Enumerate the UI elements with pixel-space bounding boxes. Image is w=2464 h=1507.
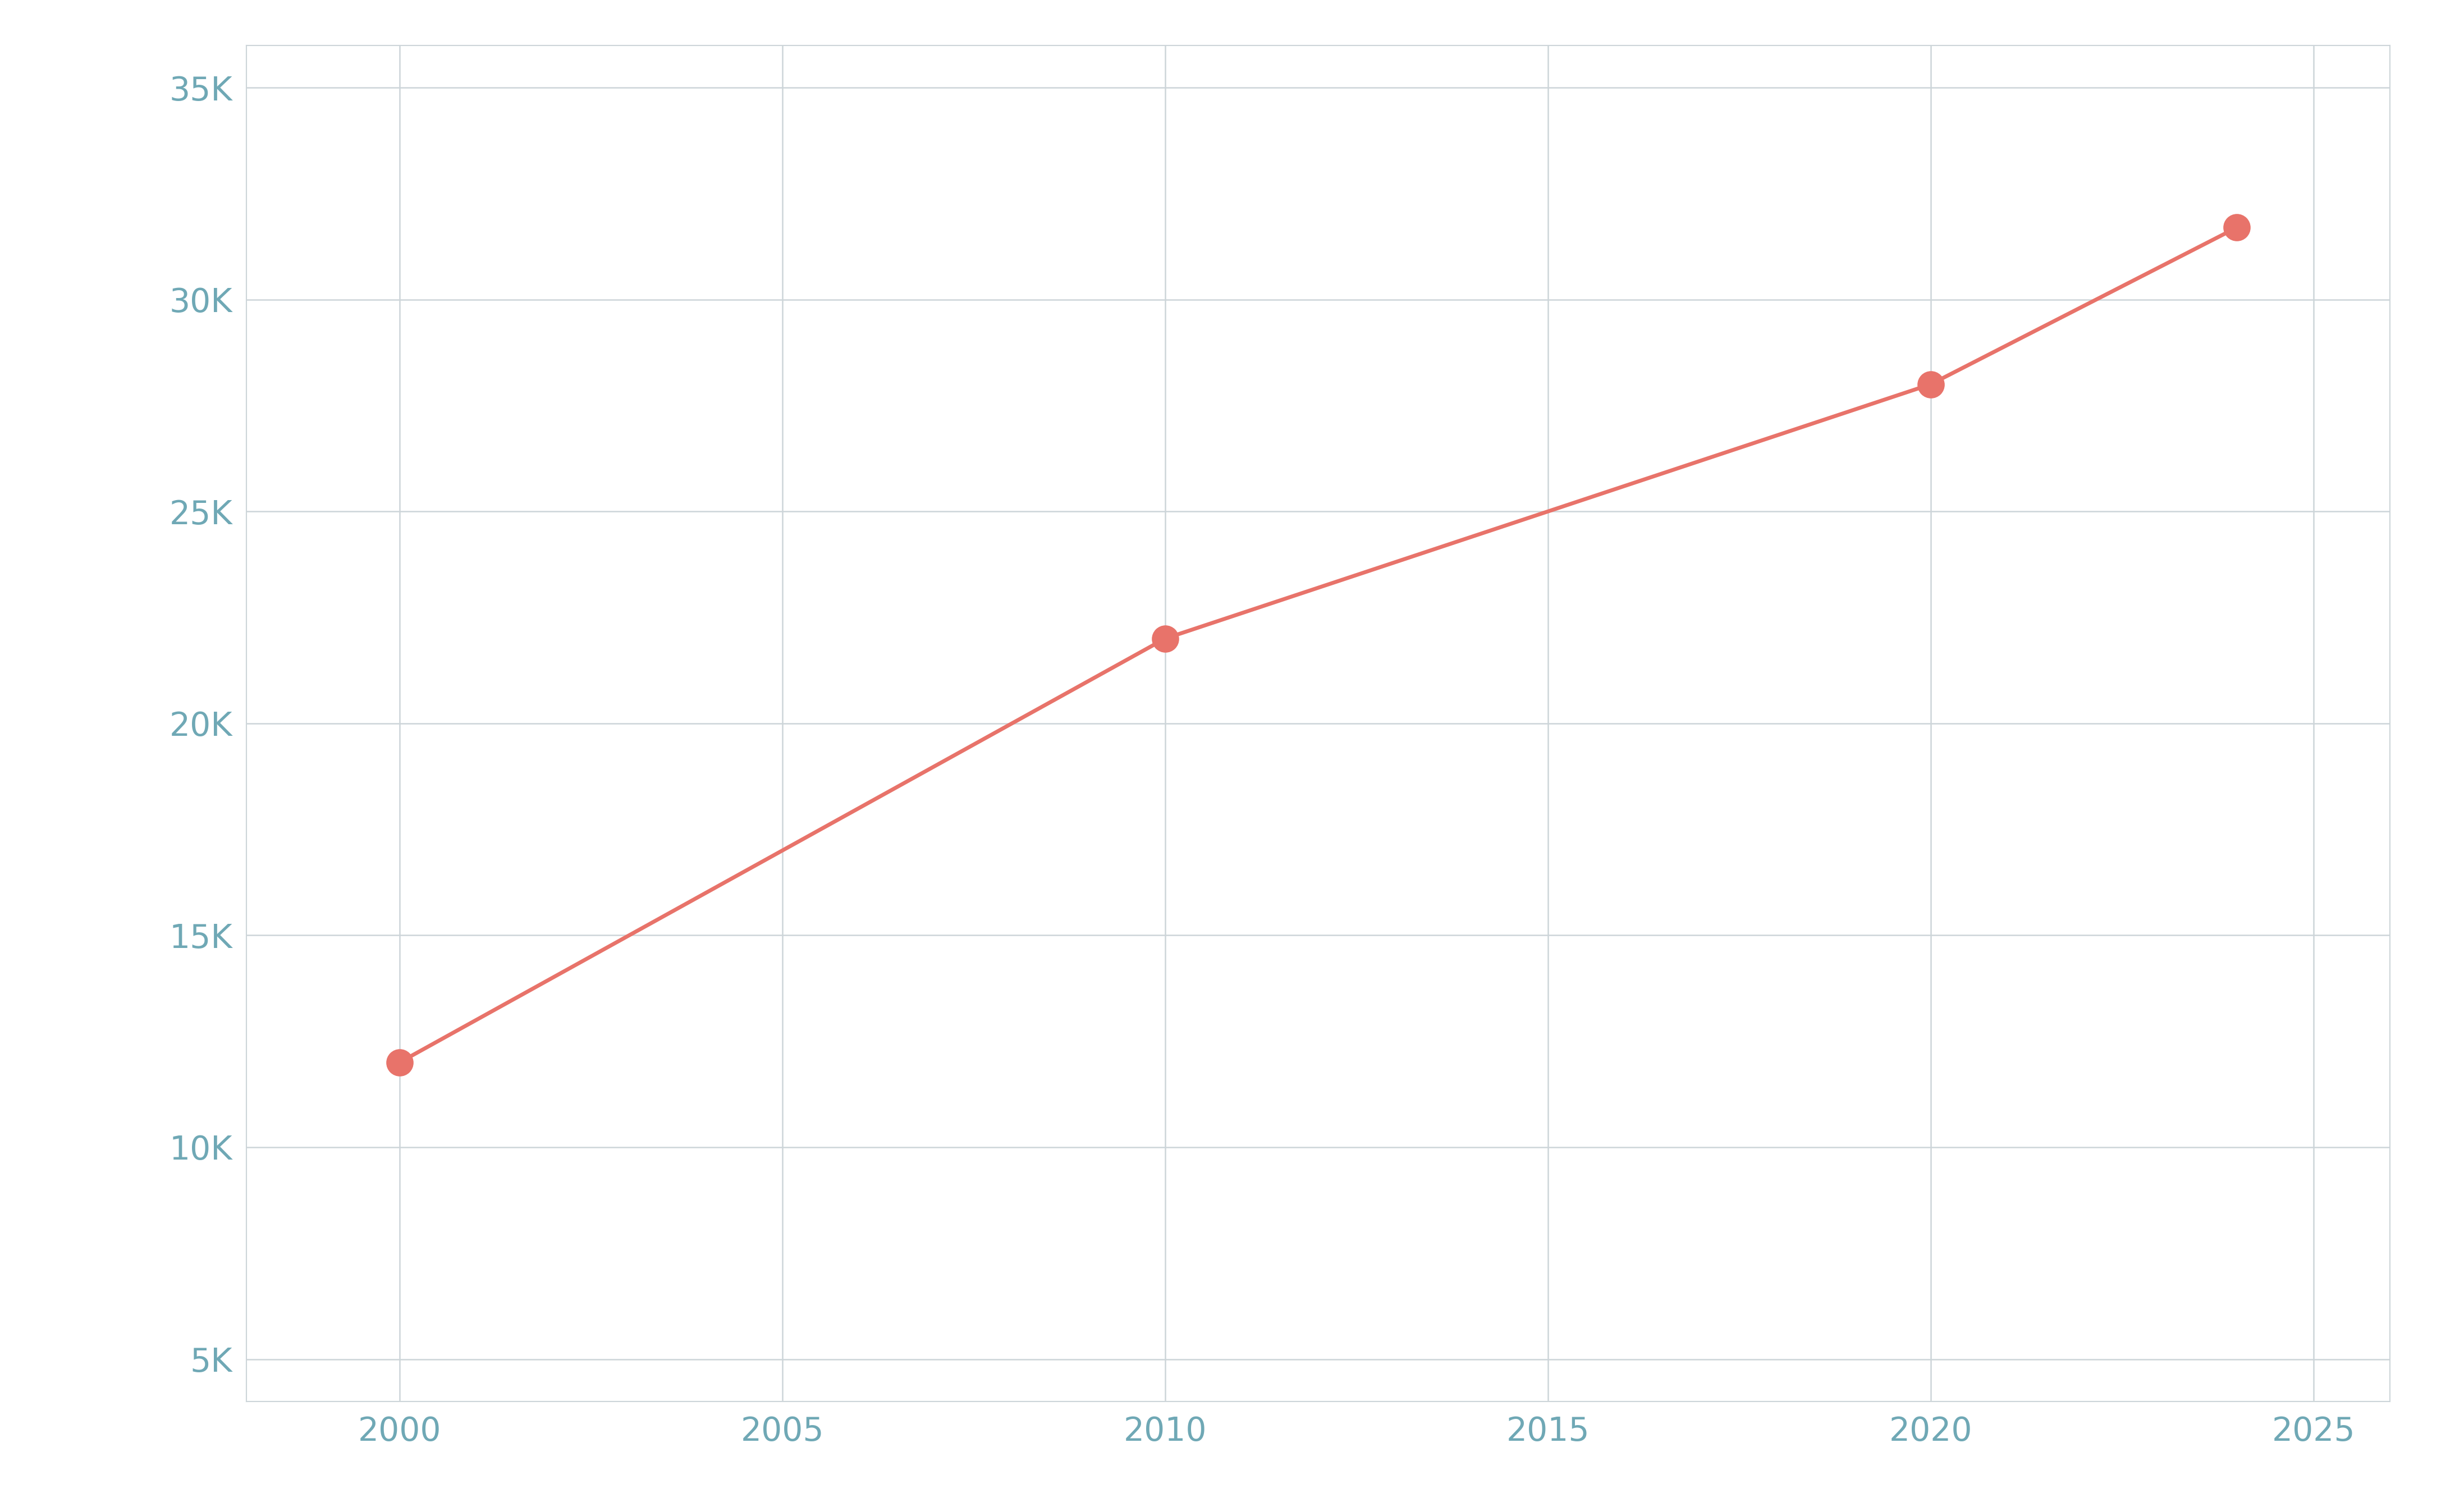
Point: [1146, 627, 1185, 651]
Point: [1912, 372, 1951, 396]
Point: [2218, 216, 2257, 240]
Point: [379, 1050, 419, 1074]
